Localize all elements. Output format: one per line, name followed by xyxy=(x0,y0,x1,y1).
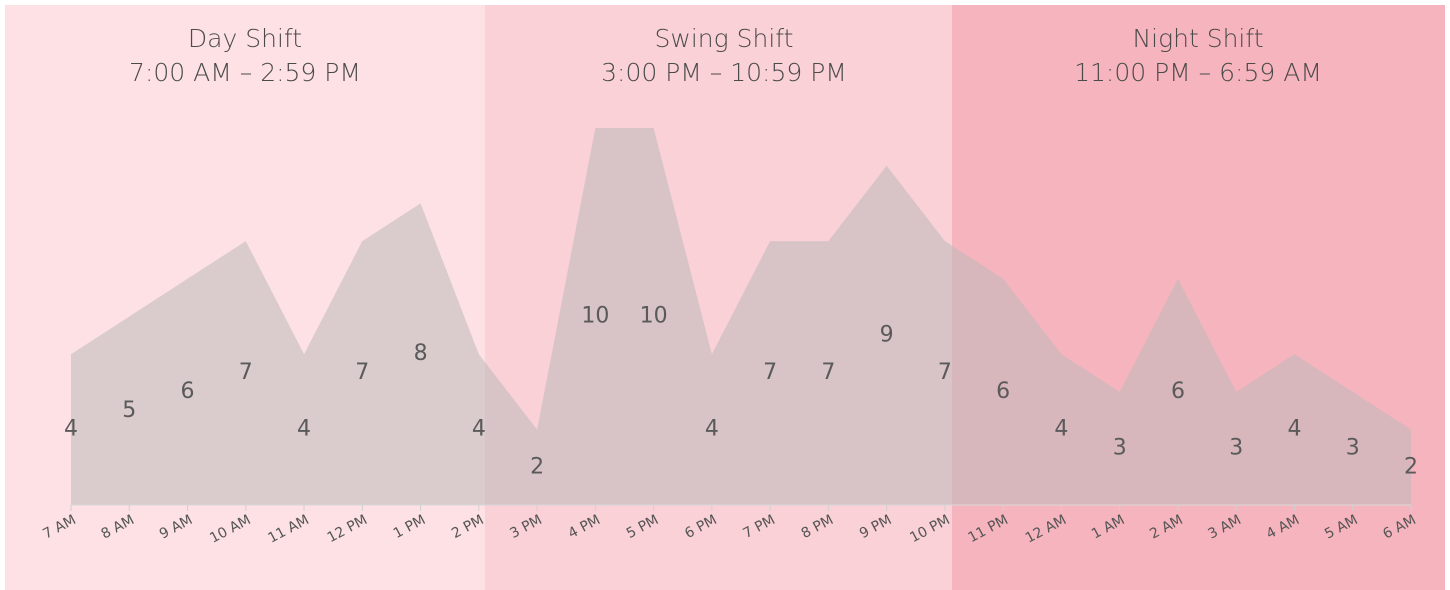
value-label: 2 xyxy=(530,454,544,479)
value-label: 9 xyxy=(880,322,894,347)
band-range: 3:00 PM – 10:59 PM xyxy=(601,58,847,87)
value-label: 2 xyxy=(1404,454,1418,479)
value-label: 7 xyxy=(938,360,952,385)
value-label: 7 xyxy=(821,360,835,385)
value-label: 10 xyxy=(581,304,609,329)
band-range: 11:00 PM – 6:59 AM xyxy=(1074,58,1322,87)
band-range: 7:00 AM – 2:59 PM xyxy=(129,58,361,87)
value-label: 4 xyxy=(64,417,78,442)
band-title: Night Shift xyxy=(1132,24,1263,53)
value-label: 4 xyxy=(1054,417,1068,442)
value-label: 6 xyxy=(996,379,1010,404)
value-label: 3 xyxy=(1346,435,1360,460)
value-label: 3 xyxy=(1229,435,1243,460)
value-label: 10 xyxy=(640,304,668,329)
value-label: 7 xyxy=(239,360,253,385)
value-label: 7 xyxy=(355,360,369,385)
area xyxy=(71,128,1411,505)
band-title: Swing Shift xyxy=(655,24,794,53)
value-label: 6 xyxy=(1171,379,1185,404)
value-label: 4 xyxy=(472,417,486,442)
band-title: Day Shift xyxy=(188,24,302,53)
value-label: 6 xyxy=(181,379,195,404)
value-label: 4 xyxy=(1287,417,1301,442)
value-label: 5 xyxy=(122,398,136,423)
value-label: 4 xyxy=(705,417,719,442)
value-label: 8 xyxy=(414,341,428,366)
value-label: 7 xyxy=(763,360,777,385)
value-label: 4 xyxy=(297,417,311,442)
value-label: 3 xyxy=(1113,435,1127,460)
